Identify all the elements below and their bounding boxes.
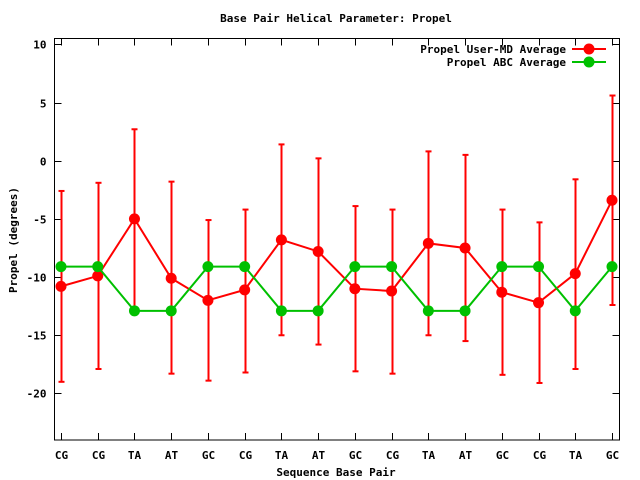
data-point [239,284,251,296]
y-tick-label: -20 [27,388,47,401]
data-point [422,237,434,249]
series-abc [55,261,618,317]
legend-label: Propel User-MD Average [420,43,566,56]
y-axis-label: Propel (degrees) [7,187,20,293]
plot-frame [54,38,620,441]
data-point [386,285,398,297]
data-point [55,261,67,273]
x-tick-label: CG [386,449,400,462]
y-tick-label: -15 [27,330,47,343]
data-point [275,234,287,246]
data-point [128,213,140,225]
x-tick-label: GC [606,449,619,462]
x-tick-label: GC [496,449,509,462]
series-layer [55,94,618,384]
data-point [165,272,177,284]
x-axis-label: Sequence Base Pair [276,466,396,479]
data-point [55,280,67,292]
data-point [496,286,508,298]
y-tick-label: 5 [40,98,47,111]
data-point [312,245,324,257]
chart-title: Base Pair Helical Parameter: Propel [220,12,452,25]
data-point [606,194,618,206]
data-point [349,283,361,295]
axes: 10 5 0 -5 -10 -15 -20 CG CG TA AT GC CG TA AT GC CG TA AT G… [27,38,620,462]
x-tick-label: AT [312,449,326,462]
x-tick-label: TA [422,449,436,462]
x-tick-label: TA [569,449,583,462]
x-tick-label: AT [165,449,179,462]
x-tick-label: GC [349,449,362,462]
x-tick-label: CG [92,449,106,462]
x-tick-label: TA [275,449,289,462]
data-point [165,305,177,317]
series-line [61,265,613,313]
data-point [533,297,545,309]
x-tick-label: CG [55,449,69,462]
data-point [533,261,545,273]
data-point [202,294,214,306]
x-tick-label: GC [202,449,215,462]
data-point [92,270,104,282]
data-point [349,261,361,273]
data-point [92,261,104,273]
data-point [569,268,581,280]
y-tick-label: -5 [33,214,46,227]
data-point [459,242,471,254]
data-point [312,305,324,317]
legend-marker [583,56,595,68]
data-point [569,305,581,317]
data-point [606,261,618,273]
series-user-md [55,94,618,384]
legend-marker [583,43,595,55]
x-tick-label: TA [128,449,142,462]
legend-label: Propel ABC Average [447,56,567,69]
data-point [239,261,251,273]
x-tick-label: CG [533,449,547,462]
data-point [202,261,214,273]
data-point [128,305,140,317]
data-point [496,261,508,273]
series-line [60,199,613,304]
y-tick-label: 0 [40,156,47,169]
data-point [422,305,434,317]
y-tick-label: -10 [27,272,47,285]
x-tick-label: AT [459,449,473,462]
data-point [386,261,398,273]
data-point [275,305,287,317]
y-tick-label: 10 [33,39,46,52]
data-point [459,305,471,317]
x-tick-label: CG [239,449,253,462]
